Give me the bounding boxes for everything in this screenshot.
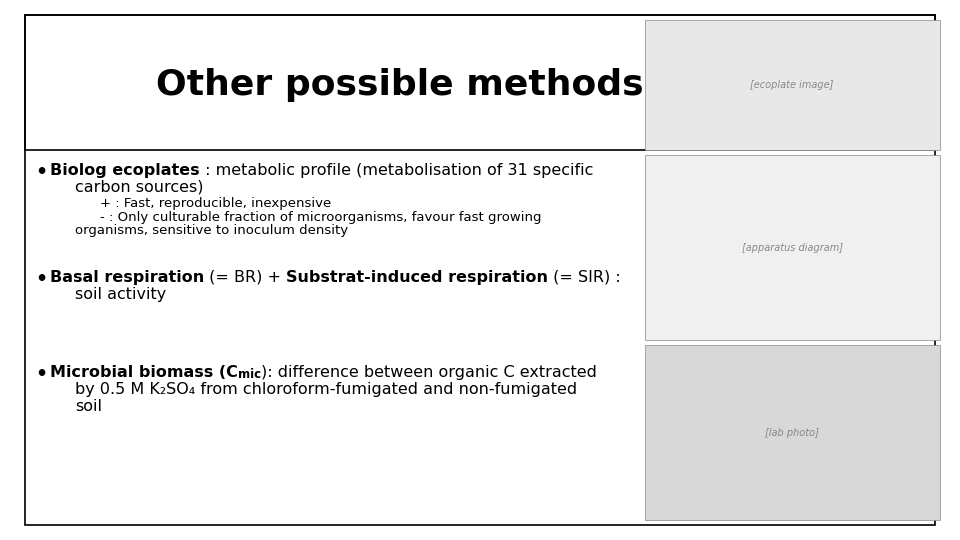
Text: by 0.5 M K₂SO₄ from chloroform-fumigated and non-fumigated: by 0.5 M K₂SO₄ from chloroform-fumigated… xyxy=(75,382,577,397)
Bar xyxy=(25,15,935,150)
Text: - : Only culturable fraction of microorganisms, favour fast growing: - : Only culturable fraction of microorg… xyxy=(100,211,541,224)
Text: (= SIR) :: (= SIR) : xyxy=(548,270,621,285)
Text: + : Fast, reproducible, inexpensive: + : Fast, reproducible, inexpensive xyxy=(100,197,331,210)
Text: organisms, sensitive to inoculum density: organisms, sensitive to inoculum density xyxy=(75,224,348,237)
Text: [apparatus diagram]: [apparatus diagram] xyxy=(741,243,843,253)
Text: ): difference between organic C extracted: ): difference between organic C extracte… xyxy=(261,365,597,380)
Text: soil activity: soil activity xyxy=(75,287,166,302)
Text: Substrat-induced respiration: Substrat-induced respiration xyxy=(286,270,548,285)
Bar xyxy=(645,20,940,150)
Text: •: • xyxy=(35,163,47,182)
Text: mic: mic xyxy=(238,368,261,381)
Text: (= BR) +: (= BR) + xyxy=(204,270,286,285)
Text: soil: soil xyxy=(75,399,102,414)
Text: •: • xyxy=(35,365,47,384)
Text: Biolog ecoplates: Biolog ecoplates xyxy=(50,163,200,178)
Text: [lab photo]: [lab photo] xyxy=(765,428,819,438)
Text: [ecoplate image]: [ecoplate image] xyxy=(751,80,833,90)
Bar xyxy=(645,155,940,340)
Text: : metabolic profile (metabolisation of 31 specific: : metabolic profile (metabolisation of 3… xyxy=(200,163,593,178)
Text: Other possible methods: Other possible methods xyxy=(156,68,644,102)
Bar xyxy=(645,345,940,520)
Text: carbon sources): carbon sources) xyxy=(75,180,204,195)
Text: Basal respiration: Basal respiration xyxy=(50,270,204,285)
Text: Microbial biomass (C: Microbial biomass (C xyxy=(50,365,238,380)
Text: •: • xyxy=(35,270,47,289)
